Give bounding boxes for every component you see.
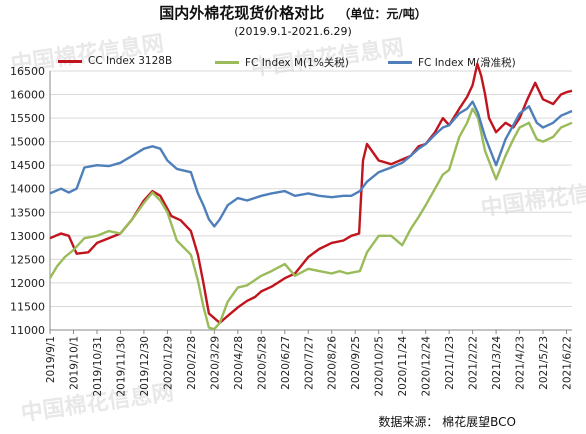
legend-label-fc-sliding: FC Index M(滑准税) xyxy=(418,57,516,69)
y-tick-label: 16500 xyxy=(10,65,45,78)
legend-item-fc-sliding: FC Index M(滑准税) xyxy=(388,55,516,70)
x-tick-label: 2020/12/24 xyxy=(421,336,433,397)
y-tick-labels: 11000 11500 12000 12500 13000 13500 14000 14500… xyxy=(10,65,45,337)
x-tick-label: 2019/10/1 xyxy=(68,336,80,390)
x-tick-labels: 2019/9/1 2019/10/1 2019/10/31 2019/11/30 201… xyxy=(45,336,574,397)
legend-swatch-fc-sliding xyxy=(388,61,412,64)
legend-label-cc-index: CC Index 3128B xyxy=(88,55,173,67)
data-source: 数据来源： 棉花展望BCO xyxy=(378,415,516,429)
y-tick-label: 14500 xyxy=(10,159,45,172)
x-tick-label: 2021/6/22 xyxy=(562,336,574,390)
x-tick-label: 2020/10/25 xyxy=(374,336,386,397)
series-line-fc-index-m-sliding xyxy=(49,100,573,228)
legend-swatch-cc-index xyxy=(58,59,82,63)
y-tick-label: 13500 xyxy=(10,206,45,219)
y-tick-label: 14000 xyxy=(10,183,45,196)
x-tick-label: 2020/7/27 xyxy=(303,336,315,390)
x-tick-label: 2019/9/1 xyxy=(45,336,57,383)
x-tick-label: 2020/5/28 xyxy=(256,336,268,390)
grid-lines xyxy=(50,70,572,331)
chart-subtitle: (2019.9.1-2021.6.29) xyxy=(234,25,352,38)
x-tick-label: 2020/1/29 xyxy=(162,336,174,390)
y-tick-label: 16000 xyxy=(10,89,45,102)
x-tick-label: 2020/3/29 xyxy=(209,336,221,390)
x-tick-label: 2021/2/22 xyxy=(468,336,480,390)
chart-unit: （单位：元/吨） xyxy=(338,7,427,21)
x-tick-label: 2021/5/23 xyxy=(538,336,550,390)
y-tick-label: 12000 xyxy=(10,277,45,290)
x-tick-label: 2019/11/30 xyxy=(115,336,127,397)
chart-title-text: 国内外棉花现货价格对比 xyxy=(159,4,325,22)
x-tick-label: 2020/6/27 xyxy=(280,336,292,390)
chart-title: 国内外棉花现货价格对比 （单位：元/吨） xyxy=(0,2,586,23)
series-line-cc-index-3128b xyxy=(49,62,573,325)
y-tick-label: 11000 xyxy=(10,324,45,337)
x-tick-label: 2020/8/26 xyxy=(327,336,339,390)
x-tick-label: 2021/3/24 xyxy=(491,336,503,390)
y-tick-label: 15500 xyxy=(10,112,45,125)
legend-label-fc-1pct: FC Index M(1%关税) xyxy=(245,57,349,69)
axes xyxy=(49,71,572,334)
y-tick-label: 13000 xyxy=(10,230,45,243)
x-tick-label: 2021/4/23 xyxy=(515,336,527,390)
x-tick-label: 2019/10/31 xyxy=(92,336,104,397)
x-tick-label: 2019/12/30 xyxy=(139,336,151,397)
legend-item-cc-index: CC Index 3128B xyxy=(58,55,172,67)
legend-swatch-fc-1pct xyxy=(215,61,239,64)
y-tick-label: 11500 xyxy=(10,300,45,313)
x-tick-label: 2021/1/23 xyxy=(444,336,456,390)
x-tick-label: 2020/9/25 xyxy=(350,336,362,390)
series-line-fc-index-m-1pct xyxy=(48,107,573,331)
legend-item-fc-1pct: FC Index M(1%关税) xyxy=(215,55,349,70)
x-tick-label: 2020/2/28 xyxy=(186,336,198,390)
series-lines xyxy=(48,62,573,331)
x-tick-label: 2020/4/28 xyxy=(233,336,245,390)
y-tick-label: 12500 xyxy=(10,253,45,266)
x-tick-label: 2020/11/24 xyxy=(397,336,409,397)
y-tick-label: 15000 xyxy=(10,136,45,149)
